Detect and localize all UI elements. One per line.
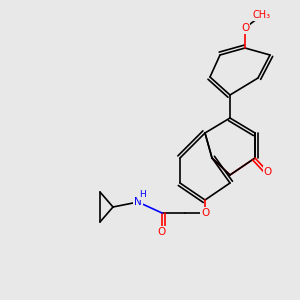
Text: O: O	[241, 23, 249, 33]
Text: H: H	[139, 190, 146, 199]
Text: CH₃: CH₃	[253, 10, 271, 20]
Text: N: N	[134, 197, 142, 207]
Text: O: O	[158, 227, 166, 237]
Text: O: O	[264, 167, 272, 177]
Text: O: O	[201, 208, 209, 218]
